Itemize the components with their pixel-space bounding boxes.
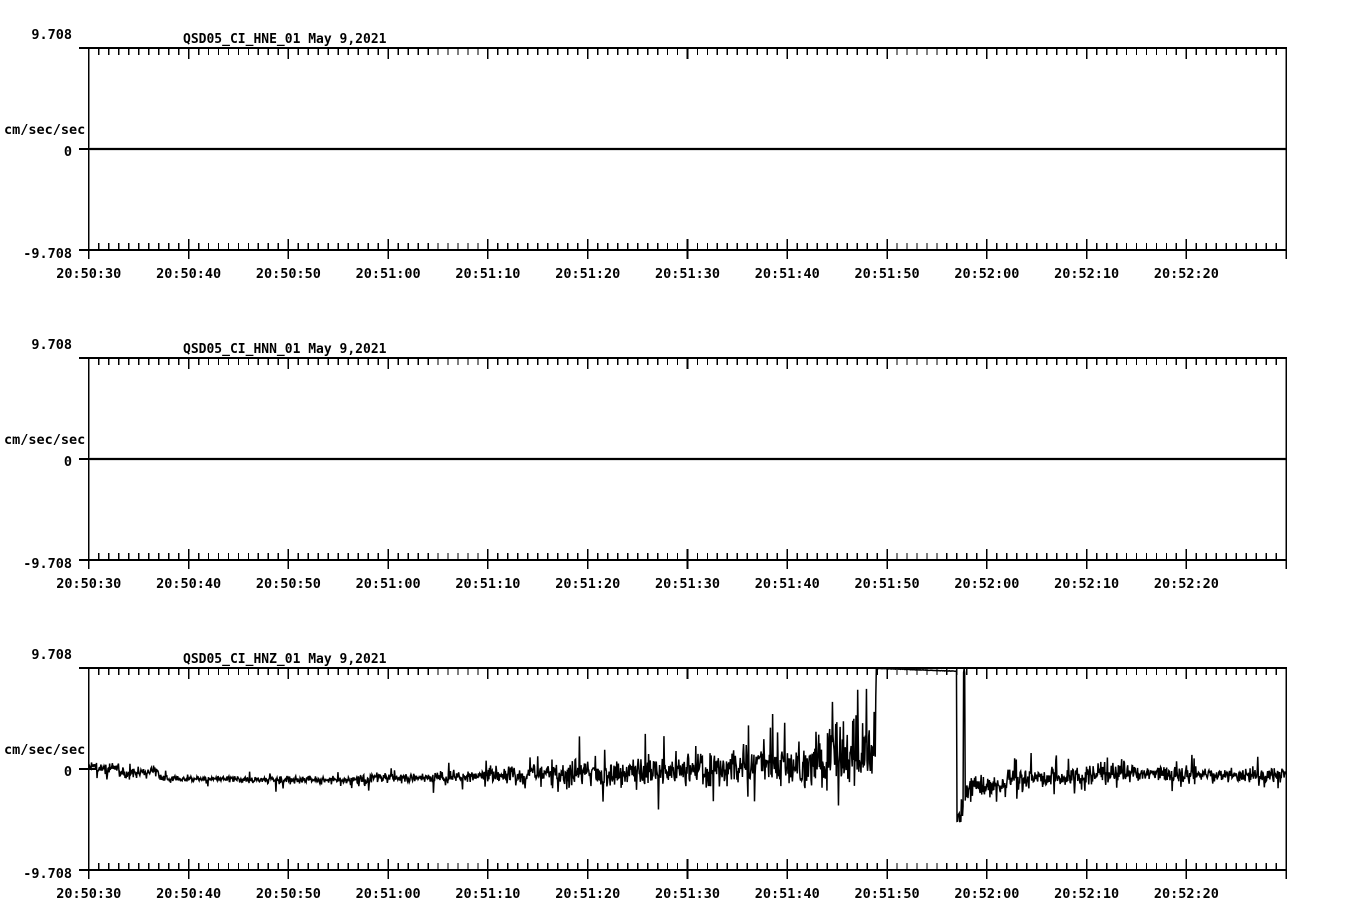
y-tick-label-bottom-hnz: -9.708 <box>23 866 72 882</box>
panel-hnn: QSD05_CI_HNN_01 May 9,2021 cm/sec/sec 9.… <box>0 310 1358 610</box>
x-ticks-hne <box>88 48 1287 259</box>
x-tick-label: 20:51:10 <box>455 266 520 282</box>
x-tick-label: 20:52:00 <box>954 886 1019 902</box>
x-tick-label: 20:51:30 <box>655 886 720 902</box>
x-tick-label: 20:51:50 <box>855 266 920 282</box>
x-tick-label: 20:51:30 <box>655 266 720 282</box>
x-tick-label: 20:52:00 <box>954 576 1019 592</box>
x-tick-label: 20:50:30 <box>56 266 121 282</box>
x-tick-label: 20:52:10 <box>1054 266 1119 282</box>
x-tick-label: 20:51:00 <box>356 576 421 592</box>
x-tick-label: 20:52:20 <box>1154 266 1219 282</box>
panel-title-hnn: QSD05_CI_HNN_01 May 9,2021 <box>183 342 387 357</box>
x-tick-label: 20:52:10 <box>1054 886 1119 902</box>
x-tick-label: 20:51:10 <box>455 886 520 902</box>
panel-hnn-svg: QSD05_CI_HNN_01 May 9,2021 cm/sec/sec 9.… <box>4 337 1287 592</box>
y-axis-unit-hnz: cm/sec/sec <box>4 742 85 758</box>
x-tick-label: 20:51:00 <box>356 266 421 282</box>
x-tick-label: 20:51:30 <box>655 576 720 592</box>
x-tick-label: 20:50:30 <box>56 886 121 902</box>
x-tick-label: 20:50:30 <box>56 576 121 592</box>
x-tick-label: 20:51:40 <box>755 576 820 592</box>
x-tick-label: 20:52:00 <box>954 266 1019 282</box>
x-tick-label: 20:51:50 <box>855 886 920 902</box>
x-tick-label: 20:51:10 <box>455 576 520 592</box>
waveform-trace-hnz <box>88 667 1287 823</box>
x-ticks-hnn <box>88 358 1287 569</box>
x-tick-label: 20:51:20 <box>555 266 620 282</box>
x-tick-labels-hnz: 20:50:30 20:50:40 20:50:50 20:51:00 20:51:10… <box>56 886 1219 902</box>
x-tick-label: 20:50:40 <box>156 886 221 902</box>
y-tick-label-mid-hnz: 0 <box>64 764 72 780</box>
y-tick-label-bottom-hne: -9.708 <box>23 246 72 262</box>
panel-title-hne: QSD05_CI_HNE_01 May 9,2021 <box>183 32 387 47</box>
y-tick-label-mid-hnn: 0 <box>64 454 72 470</box>
y-tick-label-top-hne: 9.708 <box>31 27 72 43</box>
y-axis-unit-hnn: cm/sec/sec <box>4 432 85 448</box>
panel-hnz-svg: QSD05_CI_HNZ_01 May 9,2021 cm/sec/sec 9.… <box>4 647 1287 902</box>
x-tick-label: 20:50:40 <box>156 576 221 592</box>
x-tick-label: 20:51:40 <box>755 886 820 902</box>
y-tick-label-top-hnz: 9.708 <box>31 647 72 663</box>
y-ticks-hnz <box>79 667 96 871</box>
y-tick-label-top-hnn: 9.708 <box>31 337 72 353</box>
x-tick-labels-hne: 20:50:30 20:50:40 20:50:50 20:51:00 20:51:10… <box>56 266 1219 282</box>
y-tick-label-mid-hne: 0 <box>64 144 72 160</box>
y-axis-unit-hne: cm/sec/sec <box>4 122 85 138</box>
x-tick-label: 20:51:50 <box>855 576 920 592</box>
panel-title-hnz: QSD05_CI_HNZ_01 May 9,2021 <box>183 652 387 667</box>
panel-hne-svg: QSD05_CI_HNE_01 May 9,2021 cm/sec/sec 9.… <box>4 27 1287 282</box>
x-tick-label: 20:51:40 <box>755 266 820 282</box>
x-tick-labels-hnn: 20:50:30 20:50:40 20:50:50 20:51:00 20:51:10… <box>56 576 1219 592</box>
x-tick-label: 20:50:50 <box>256 266 321 282</box>
x-tick-label: 20:52:20 <box>1154 886 1219 902</box>
x-tick-label: 20:52:10 <box>1054 576 1119 592</box>
x-tick-label: 20:50:40 <box>156 266 221 282</box>
x-tick-label: 20:51:00 <box>356 886 421 902</box>
x-tick-label: 20:50:50 <box>256 576 321 592</box>
x-tick-label: 20:51:20 <box>555 576 620 592</box>
x-ticks-hnz <box>88 668 1287 879</box>
panel-hne: QSD05_CI_HNE_01 May 9,2021 cm/sec/sec 9.… <box>0 0 1358 300</box>
x-tick-label: 20:52:20 <box>1154 576 1219 592</box>
x-tick-label: 20:50:50 <box>256 886 321 902</box>
x-tick-label: 20:51:20 <box>555 886 620 902</box>
panel-hnz: QSD05_CI_HNZ_01 May 9,2021 cm/sec/sec 9.… <box>0 620 1358 924</box>
y-tick-label-bottom-hnn: -9.708 <box>23 556 72 572</box>
